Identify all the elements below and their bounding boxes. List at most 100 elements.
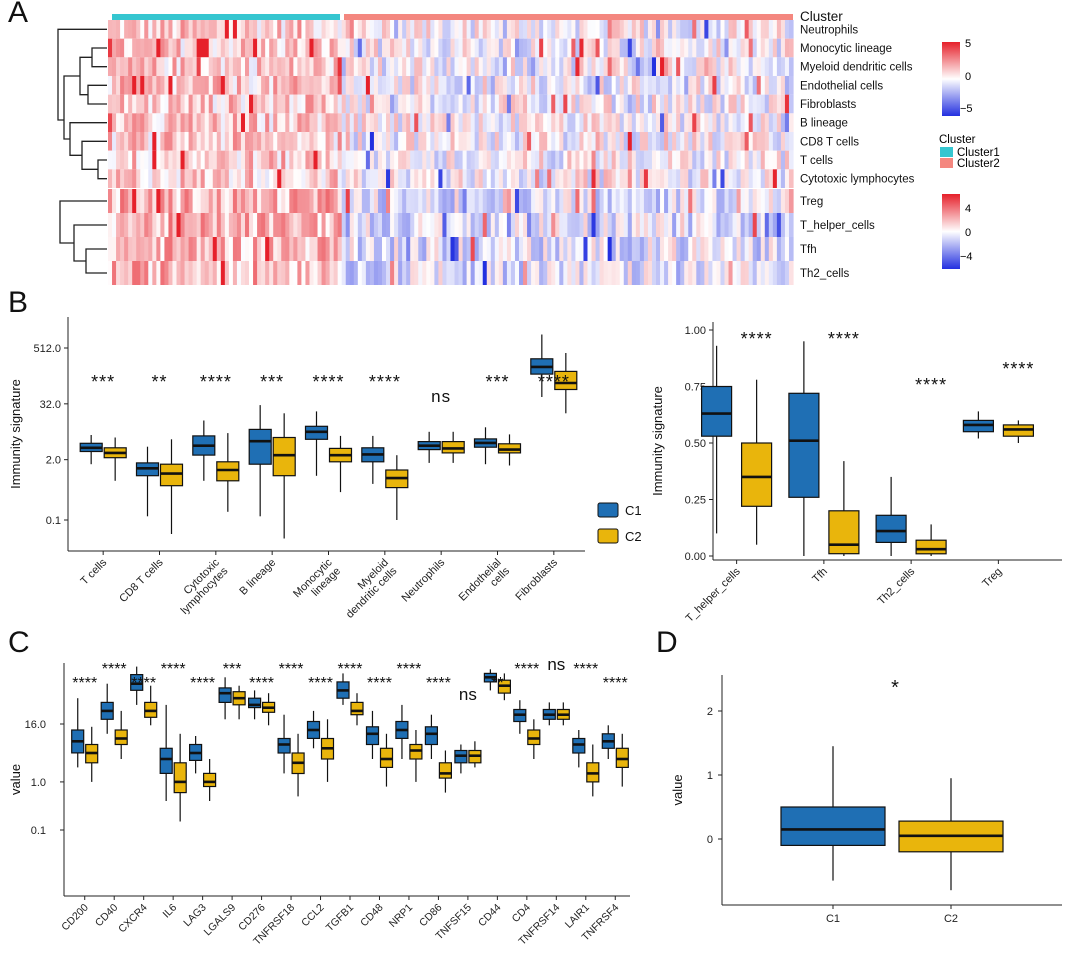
heatmap-cell <box>450 20 456 39</box>
heatmap-cell <box>220 150 226 170</box>
heatmap-cell <box>752 132 758 151</box>
heatmap-cell <box>527 169 532 188</box>
heatmap-cell <box>426 213 431 237</box>
heatmap-cell <box>639 237 645 261</box>
heatmap-cell <box>245 132 250 151</box>
heatmap-cell <box>277 113 282 132</box>
heatmap-cell <box>772 132 778 151</box>
heatmap-cell <box>382 237 387 261</box>
heatmap-cell <box>309 57 315 76</box>
heatmap-cell <box>527 57 532 76</box>
heatmap-cell <box>458 261 464 285</box>
significance-label: **** <box>249 675 274 692</box>
heatmap-cell <box>394 20 399 39</box>
heatmap-cell <box>120 76 125 95</box>
heatmap-cell <box>466 150 472 170</box>
heatmap-cell <box>426 94 431 114</box>
heatmap-cell <box>486 94 492 114</box>
heatmap-cell <box>196 189 202 213</box>
heatmap-cell <box>688 38 693 58</box>
heatmap-cell <box>462 94 468 114</box>
heatmap-cell <box>410 213 415 237</box>
heatmap-cell <box>502 150 508 170</box>
heatmap-cell <box>160 94 166 114</box>
heatmap-cell <box>482 213 488 237</box>
heatmap-cell <box>253 38 258 58</box>
heatmap-cell <box>390 38 395 58</box>
heatmap-cell <box>651 213 657 237</box>
heatmap-cell <box>321 132 327 151</box>
heatmap-cell <box>784 94 790 114</box>
heatmap-row-label: Cytotoxic lymphocytes <box>800 174 915 186</box>
heatmap-cell <box>204 150 210 170</box>
heatmap-cell <box>696 57 701 76</box>
heatmap-cell <box>756 20 762 39</box>
heatmap-cell <box>313 57 319 76</box>
heatmap-cell <box>547 113 552 132</box>
heatmap-cell <box>454 213 460 237</box>
heatmap-cell <box>539 213 544 237</box>
heatmap-cell <box>547 76 552 95</box>
heatmap-cell <box>410 169 415 188</box>
heatmap-cell <box>547 38 552 58</box>
heatmap-cell <box>559 169 564 188</box>
heatmap-cell <box>176 150 182 170</box>
heatmap-cell <box>313 189 319 213</box>
heatmap-cell <box>305 261 311 285</box>
heatmap-cell <box>224 20 230 39</box>
x-tick-label: LGALS9 <box>202 902 239 939</box>
heatmap-cell <box>172 76 178 95</box>
heatmap-cell <box>535 132 540 151</box>
heatmap-cell <box>478 261 484 285</box>
heatmap-cell <box>643 150 649 170</box>
y-tick-label: 2 <box>707 706 713 718</box>
heatmap-cell <box>450 94 456 114</box>
heatmap-cell <box>708 57 714 76</box>
box-iqr <box>438 762 452 779</box>
heatmap-cell <box>204 132 210 151</box>
heatmap-cell <box>555 20 560 39</box>
heatmap-cell <box>506 76 512 95</box>
heatmap-cell <box>305 57 311 76</box>
heatmap-cell <box>208 237 214 261</box>
heatmap-cell <box>506 38 512 58</box>
heatmap-cell <box>373 20 379 39</box>
heatmap-cell <box>305 150 311 170</box>
heatmap-cell <box>740 169 746 188</box>
heatmap-cell <box>108 20 113 39</box>
heatmap-cell <box>224 38 230 58</box>
heatmap-cell <box>486 113 492 132</box>
y-axis-title: value <box>670 774 685 805</box>
heatmap-cell <box>426 189 431 213</box>
heatmap-cell <box>583 94 589 114</box>
heatmap-cell <box>438 38 444 58</box>
heatmap-cell <box>394 150 399 170</box>
heatmap-cell <box>784 213 790 237</box>
heatmap-cell <box>591 150 597 170</box>
heatmap-cell <box>394 132 399 151</box>
heatmap-cell <box>365 57 371 76</box>
heatmap-cell <box>124 132 129 151</box>
heatmap-cell <box>168 150 174 170</box>
heatmap-cell <box>627 20 633 39</box>
heatmap-cell <box>506 213 512 237</box>
heatmap-cell <box>748 38 754 58</box>
x-tick-label: CD4 <box>510 902 533 925</box>
heatmap-cell <box>716 150 722 170</box>
heatmap-cell <box>269 150 274 170</box>
heatmap-cell <box>567 132 572 151</box>
heatmap-cell <box>345 169 351 188</box>
heatmap-cell <box>309 94 315 114</box>
heatmap-cell <box>615 169 621 188</box>
panel-label-d: D <box>656 626 678 659</box>
heatmap-cell <box>611 237 617 261</box>
heatmap-cell <box>643 237 649 261</box>
heatmap-cell <box>341 38 347 58</box>
heatmap-cell <box>470 237 476 261</box>
heatmap-cell <box>724 261 730 285</box>
heatmap-cell <box>200 76 206 95</box>
heatmap-cell <box>519 20 524 39</box>
heatmap-cell <box>281 169 286 188</box>
heatmap-cell <box>446 113 452 132</box>
heatmap-cell <box>720 20 726 39</box>
